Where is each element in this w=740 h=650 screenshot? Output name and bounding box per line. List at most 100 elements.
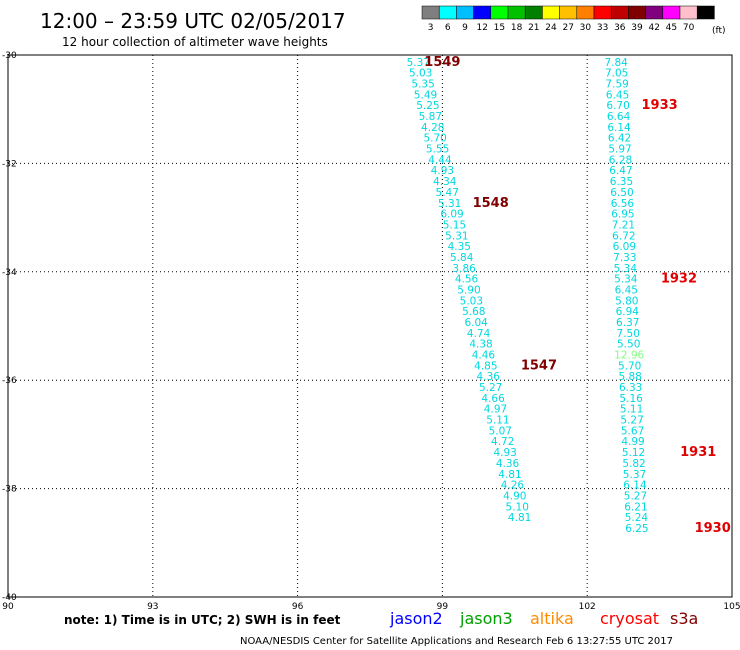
swh-value: 4.90: [503, 490, 526, 502]
swh-value: 5.10: [506, 501, 529, 513]
swh-value: 4.46: [472, 350, 496, 362]
swh-value: 4.36: [477, 371, 501, 383]
swh-value: 5.16: [619, 393, 643, 405]
swh-value: 5.80: [615, 295, 638, 307]
swh-value: 4.93: [431, 165, 454, 177]
swh-value: 6.50: [610, 187, 633, 199]
swh-value: 6.21: [624, 501, 647, 513]
plot-area: 90 93 96 99 102 105-30-32-34-36-38-405.375.03…: [2, 51, 740, 612]
swh-value: 5.03: [409, 68, 432, 80]
color-bin-label: 30: [580, 23, 592, 33]
color-bin-12: [473, 5, 492, 20]
y-tick-label: -34: [2, 268, 17, 278]
swh-value: 4.28: [421, 122, 444, 134]
swh-value: 5.84: [450, 252, 474, 264]
x-tick-label: 93: [147, 602, 158, 612]
color-bin-label: 36: [614, 23, 626, 33]
swh-value: 6.28: [609, 154, 632, 166]
swh-value: 5.55: [426, 144, 449, 156]
color-bin-15: [490, 5, 509, 20]
swh-value: 4.36: [496, 458, 520, 470]
color-bin-6: [438, 5, 457, 20]
swh-value: 4.34: [433, 176, 457, 188]
swh-value: 6.42: [608, 133, 631, 145]
swh-value: 6.56: [611, 198, 635, 210]
x-tick-label: 96: [292, 602, 304, 612]
swh-value: 5.27: [624, 490, 647, 502]
swh-value: 12.96: [614, 350, 644, 362]
swh-value: 5.34: [614, 263, 638, 275]
x-tick-label: 102: [579, 602, 596, 612]
swh-value: 6.95: [611, 209, 634, 221]
legend-altika: altika: [530, 609, 574, 628]
color-scale-legend: 3 6 9 12 15 18 21 24 27 30 33 36 39 42 45 70: [421, 5, 715, 33]
swh-value: 4.93: [493, 447, 516, 459]
swh-value: 6.94: [616, 306, 640, 318]
swh-value: 5.15: [443, 219, 466, 231]
color-bin-label: 21: [528, 23, 539, 33]
swh-value: 4.74: [467, 328, 491, 340]
y-tick-label: -32: [2, 159, 17, 169]
swh-value: 5.47: [436, 187, 459, 199]
y-tick-label: -30: [2, 51, 17, 61]
x-tick-label: 90: [2, 602, 14, 612]
swh-value: 5.97: [608, 144, 631, 156]
swh-value: 5.34: [614, 274, 638, 286]
color-bin-45: [662, 5, 681, 20]
swh-value: 5.24: [625, 512, 649, 524]
track-cryosat: 7.847.057.596.456.706.646.146.425.976.28…: [604, 57, 730, 536]
swh-value: 6.35: [610, 176, 633, 188]
color-bin-9: [456, 5, 474, 20]
swh-value: 5.87: [419, 111, 442, 123]
swh-value: 4.44: [428, 154, 452, 166]
color-bin-label: 9: [462, 23, 468, 33]
pass-time-label: 1931: [680, 445, 716, 460]
color-bin-label: 18: [511, 23, 523, 33]
pass-time-label: 1547: [521, 358, 557, 373]
color-bin-label: 45: [666, 23, 677, 33]
color-bin-label: 39: [631, 23, 643, 33]
swh-value: 5.68: [462, 306, 485, 318]
color-bin-label: 3: [428, 23, 434, 33]
swh-value: 7.59: [605, 79, 628, 91]
swh-value: 4.66: [481, 393, 505, 405]
legend-jason3: jason3: [459, 609, 513, 628]
pass-time-label: 1549: [424, 55, 460, 70]
color-bin-label: 42: [648, 23, 659, 33]
swh-value: 5.31: [438, 198, 461, 210]
swh-value: 6.14: [607, 122, 631, 134]
swh-value: 5.90: [457, 284, 480, 296]
pass-time-label: 1932: [661, 272, 697, 287]
y-tick-label: -36: [2, 376, 17, 386]
swh-value: 6.14: [623, 480, 647, 492]
x-tick-label: 99: [437, 602, 449, 612]
color-bin-label: 24: [545, 23, 557, 33]
color-bin-label: 12: [476, 23, 487, 33]
x-tick-label: 105: [723, 602, 740, 612]
swh-value: 6.37: [616, 317, 639, 329]
swh-value: 5.70: [618, 360, 641, 372]
swh-value: 5.49: [414, 89, 437, 101]
color-bin-36: [610, 5, 629, 20]
color-bin-24: [542, 5, 560, 20]
color-bin-label: 15: [494, 23, 505, 33]
color-bin-70: [679, 5, 698, 20]
swh-value: 6.64: [607, 111, 631, 123]
chart-title: 12:00 – 23:59 UTC 02/05/2017: [40, 9, 346, 33]
swh-value: 4.85: [474, 360, 497, 372]
swh-value: 7.21: [612, 219, 635, 231]
color-bin-39: [628, 5, 646, 20]
swh-value: 6.72: [612, 230, 635, 242]
footer-credit: NOAA/NESDIS Center for Satellite Applica…: [240, 636, 673, 647]
swh-value: 4.56: [455, 274, 479, 286]
color-bin-label: 70: [683, 23, 695, 33]
swh-value: 6.45: [606, 89, 629, 101]
color-bin-21: [524, 5, 543, 20]
color-bin-max: [696, 5, 715, 20]
swh-value: 7.84: [604, 57, 628, 69]
chart-subtitle: 12 hour collection of altimeter wave hei…: [62, 35, 328, 49]
color-bin-42: [645, 5, 664, 20]
swh-value: 4.72: [491, 436, 514, 448]
swh-value: 4.99: [621, 436, 644, 448]
